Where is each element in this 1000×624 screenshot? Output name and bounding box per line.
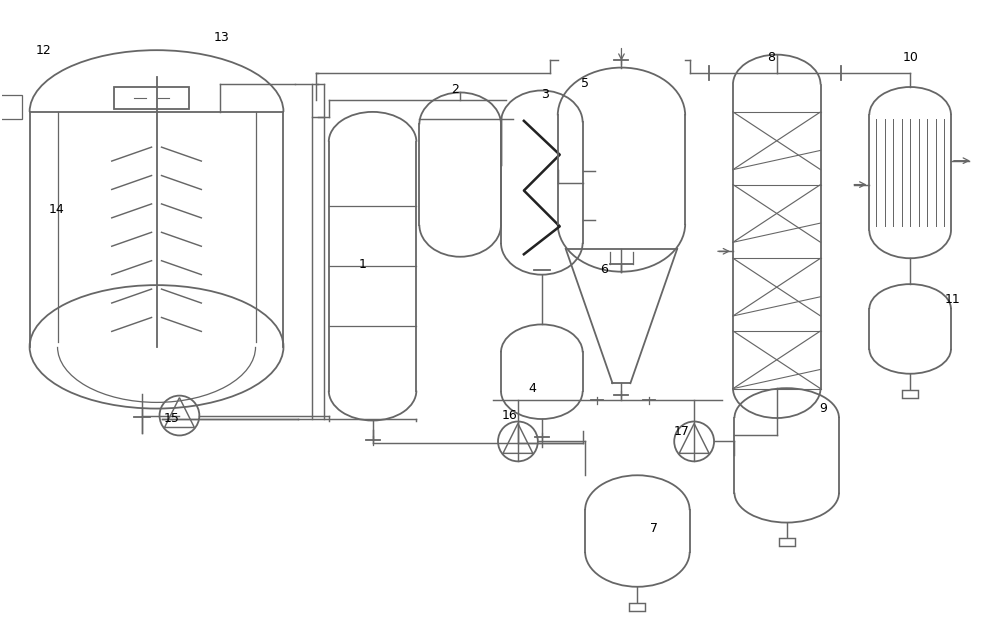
Text: 4: 4 xyxy=(528,382,536,395)
Text: 7: 7 xyxy=(650,522,658,535)
Bar xyxy=(114,87,189,109)
Text: 8: 8 xyxy=(767,51,775,64)
Text: 2: 2 xyxy=(451,84,459,97)
Text: 6: 6 xyxy=(601,263,608,276)
Text: 9: 9 xyxy=(820,402,827,415)
Text: 1: 1 xyxy=(359,258,367,271)
Text: 5: 5 xyxy=(581,77,589,89)
Text: 10: 10 xyxy=(902,51,918,64)
Text: 13: 13 xyxy=(213,31,229,44)
Text: 12: 12 xyxy=(36,44,52,57)
Bar xyxy=(0,95,22,119)
Text: 16: 16 xyxy=(502,409,518,422)
Text: 14: 14 xyxy=(49,203,65,216)
Text: 3: 3 xyxy=(541,89,549,102)
Bar xyxy=(779,539,795,547)
Text: 15: 15 xyxy=(164,412,179,425)
Bar xyxy=(902,389,918,397)
Text: 17: 17 xyxy=(673,425,689,438)
Bar xyxy=(629,603,645,611)
Text: 11: 11 xyxy=(945,293,961,306)
